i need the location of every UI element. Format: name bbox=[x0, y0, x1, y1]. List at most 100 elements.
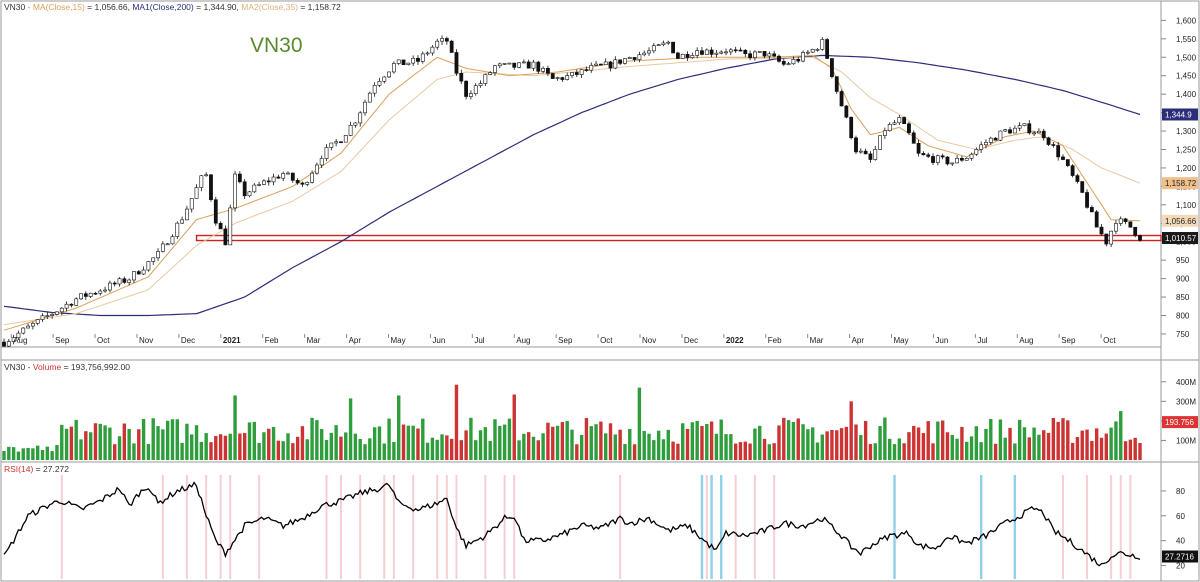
volume-bar bbox=[1090, 440, 1094, 460]
rsi-overbought-band bbox=[773, 475, 776, 579]
volume-bar bbox=[411, 425, 415, 460]
volume-value-tag: 193.756 bbox=[1165, 418, 1194, 427]
volume-bar bbox=[300, 426, 305, 460]
volume-bar bbox=[1075, 437, 1080, 460]
volume-bar bbox=[185, 423, 189, 460]
volume-y-tick-label: 400M bbox=[1176, 378, 1196, 387]
candle-body bbox=[642, 52, 647, 56]
candle-body bbox=[21, 327, 26, 334]
candle-body bbox=[1138, 235, 1142, 241]
candle-body bbox=[594, 63, 598, 66]
candle-body bbox=[738, 49, 743, 52]
ma15-line bbox=[3, 54, 1141, 331]
price-y-tick-label: 950 bbox=[1176, 256, 1190, 265]
candle-body bbox=[926, 154, 931, 157]
rsi-overbought-band bbox=[258, 475, 261, 579]
volume-bar bbox=[878, 426, 882, 460]
candle-body bbox=[237, 173, 242, 183]
volume-bar bbox=[575, 444, 579, 460]
candle-body bbox=[233, 173, 237, 209]
volume-bar bbox=[570, 429, 574, 460]
candle-body bbox=[685, 53, 690, 58]
volume-bar bbox=[709, 421, 714, 460]
candle-body bbox=[175, 222, 180, 237]
volume-bar bbox=[344, 432, 348, 460]
volume-bar bbox=[16, 451, 21, 460]
volume-bar bbox=[108, 427, 112, 460]
volume-bar bbox=[223, 435, 228, 460]
volume-bar bbox=[459, 440, 463, 460]
candle-body bbox=[656, 44, 661, 46]
candle-body bbox=[1065, 159, 1070, 166]
volume-bar bbox=[945, 432, 950, 460]
candle-body bbox=[767, 53, 772, 57]
candle-body bbox=[213, 199, 218, 224]
candle-body bbox=[632, 57, 637, 60]
volume-bar bbox=[113, 444, 117, 460]
rsi-overbought-band bbox=[229, 475, 232, 579]
x-tick-label: Jul bbox=[977, 336, 987, 345]
volume-bar bbox=[603, 433, 608, 460]
rsi-layer bbox=[3, 481, 1141, 567]
candle-body bbox=[777, 55, 781, 62]
volume-bar bbox=[1138, 443, 1142, 460]
x-tick-label: Jun bbox=[935, 336, 948, 345]
volume-bar bbox=[334, 425, 338, 460]
volume-bar bbox=[132, 443, 136, 460]
volume-bar bbox=[512, 394, 516, 460]
candle-body bbox=[218, 222, 223, 230]
volume-bar bbox=[348, 398, 353, 460]
candle-body bbox=[892, 122, 897, 125]
rsi-overbought-band bbox=[1086, 475, 1089, 579]
volume-bar bbox=[382, 443, 386, 460]
candle-body bbox=[502, 63, 507, 65]
volume-bar bbox=[502, 424, 507, 460]
candle-body bbox=[276, 176, 281, 179]
volume-bar bbox=[839, 428, 844, 460]
volume-bar bbox=[1022, 427, 1027, 460]
candle-body bbox=[30, 323, 35, 327]
volume-bar bbox=[647, 433, 651, 460]
candle-body bbox=[579, 69, 584, 75]
candle-body bbox=[343, 135, 348, 143]
candle-body bbox=[709, 49, 714, 55]
volume-bar bbox=[801, 424, 805, 460]
x-tick-label: Apr bbox=[852, 336, 865, 345]
volume-bar bbox=[233, 395, 237, 460]
candle-body bbox=[666, 41, 671, 44]
candle-body bbox=[988, 137, 993, 143]
candle-body bbox=[310, 172, 314, 183]
rsi-header-label: RSI(14) bbox=[4, 464, 33, 474]
rsi-overbought-band bbox=[325, 475, 328, 579]
volume-bar bbox=[916, 427, 921, 460]
candle-body bbox=[897, 117, 902, 124]
volume-bar bbox=[31, 448, 35, 460]
candle-body bbox=[695, 50, 700, 56]
rsi-overbought-band bbox=[753, 475, 756, 579]
candle-body bbox=[1109, 230, 1114, 245]
candle-body bbox=[728, 49, 733, 53]
volume-bar bbox=[719, 419, 723, 460]
price-y-tick-label: 1,550 bbox=[1176, 35, 1197, 44]
candle-body bbox=[863, 150, 868, 155]
candle-body bbox=[281, 173, 286, 179]
candle-body bbox=[165, 243, 170, 246]
volume-bar bbox=[854, 424, 858, 460]
rsi-oversold-band bbox=[720, 475, 723, 579]
price-header-ma15: MA(Close,15) bbox=[33, 2, 85, 12]
candle-body bbox=[671, 41, 675, 54]
candle-body bbox=[680, 53, 685, 59]
volume-bar bbox=[141, 418, 146, 460]
candle-body bbox=[598, 63, 603, 66]
candle-body bbox=[1118, 218, 1123, 224]
candle-body bbox=[921, 153, 926, 156]
volume-bar bbox=[64, 428, 69, 460]
candle-body bbox=[170, 236, 175, 245]
volume-bar bbox=[632, 444, 637, 460]
x-tick-label: Jul bbox=[474, 336, 484, 345]
volume-bar bbox=[979, 442, 983, 460]
volume-bar bbox=[387, 418, 391, 460]
candle-body bbox=[98, 290, 103, 294]
candle-body bbox=[103, 289, 107, 292]
volume-bar bbox=[103, 425, 107, 460]
